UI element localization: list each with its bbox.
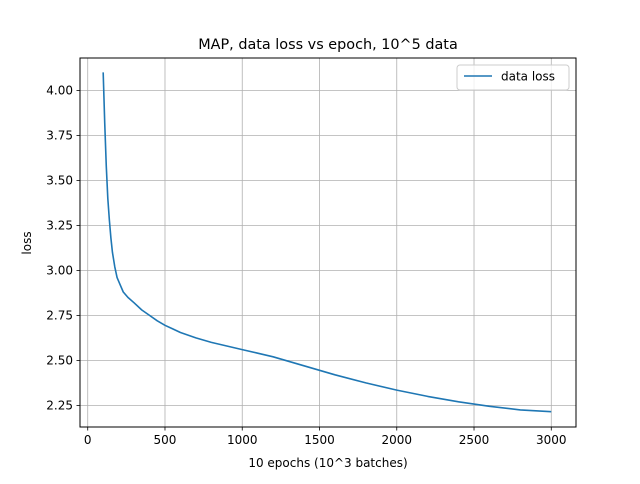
- chart-title: MAP, data loss vs epoch, 10^5 data: [198, 37, 458, 53]
- plot-frame: [79, 57, 577, 428]
- y-tick-label: 2.50: [46, 354, 73, 368]
- y-axis-label: loss: [20, 231, 34, 254]
- legend-box: [456, 64, 570, 91]
- legend-label-data-loss: data loss: [501, 70, 555, 84]
- y-tick-label: 2.75: [46, 309, 73, 323]
- y-tick-label: 2.25: [46, 399, 73, 413]
- y-tick-label: 3.50: [46, 174, 73, 188]
- x-tick-label: 500: [154, 433, 177, 447]
- x-tick-label: 1000: [227, 433, 258, 447]
- plot-area-background: [80, 58, 576, 427]
- y-tick-label: 3.75: [46, 129, 73, 143]
- y-tick-label: 3.00: [46, 264, 73, 278]
- legend: data loss: [456, 64, 570, 91]
- ticks: 0 500 1000 1500 2000 2500 3000 2.25 2.50 2.75 3.00…: [46, 84, 566, 447]
- x-tick-label: 2500: [459, 433, 490, 447]
- y-tick-label: 4.00: [46, 84, 73, 98]
- x-tick-label: 0: [84, 433, 92, 447]
- grid: [80, 58, 576, 427]
- x-tick-label: 2000: [381, 433, 412, 447]
- x-tick-label: 1500: [304, 433, 335, 447]
- series-line-data-loss: [102, 72, 552, 413]
- x-axis-label: 10 epochs (10^3 batches): [248, 456, 407, 470]
- y-tick-label: 3.25: [46, 219, 73, 233]
- series: [102, 72, 552, 413]
- x-tick-label: 3000: [536, 433, 567, 447]
